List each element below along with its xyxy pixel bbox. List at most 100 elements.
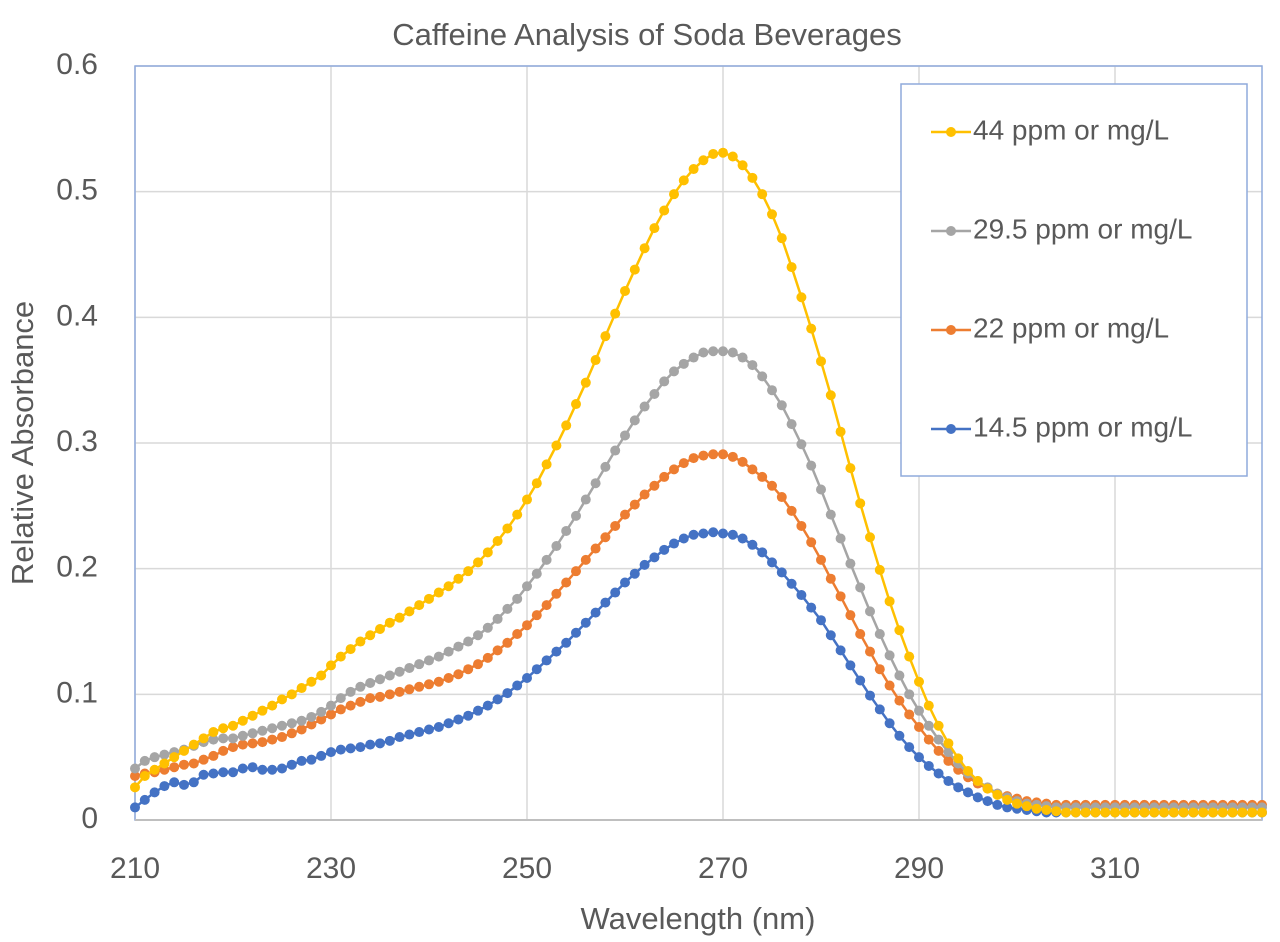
data-point [267,700,278,711]
data-point [963,765,973,776]
y-tick-label: 0.6 [56,48,98,81]
data-point [757,189,768,200]
data-point [149,764,160,775]
data-point [1257,807,1267,818]
legend-marker [946,127,956,137]
data-point [531,478,542,489]
data-point [688,164,699,175]
x-tick-label: 210 [110,852,160,885]
data-point [277,732,287,743]
data-point [492,694,503,705]
y-axis-label: Relative Absorbance [5,301,40,585]
data-point [914,676,924,687]
data-point [1119,807,1130,818]
data-point [816,356,826,367]
data-point [267,734,278,745]
data-point [747,539,758,550]
data-point [326,709,336,720]
data-point [335,744,346,755]
y-tick-label: 0.4 [56,299,98,332]
data-point [502,688,513,699]
data-point [335,651,346,662]
data-point [580,617,591,628]
data-point [228,720,238,731]
data-point [1129,807,1140,818]
data-point [404,684,415,695]
data-point [571,399,581,410]
data-point [953,753,964,764]
data-point [169,752,180,763]
data-point [796,590,807,601]
data-point [1002,802,1013,813]
data-point [443,646,454,657]
data-point [286,718,297,729]
data-point [1110,807,1120,818]
data-point [806,602,817,613]
data-point [443,718,454,729]
x-tick-label: 250 [502,852,552,885]
data-point [463,566,474,577]
data-point [433,722,444,733]
data-point [884,680,895,691]
data-point [1188,807,1199,818]
data-point [394,666,405,677]
data-point [522,620,532,631]
data-point [923,734,934,745]
data-point [590,478,601,489]
data-point [786,262,797,273]
data-point [718,449,728,460]
data-point [600,532,611,543]
data-point [482,700,493,711]
data-point [482,622,493,633]
data-point [718,528,728,539]
data-point [512,593,523,604]
data-point [1139,807,1150,818]
data-point [208,734,219,745]
data-point [296,715,307,726]
data-point [394,686,405,697]
data-point [845,660,856,671]
data-point [659,376,670,387]
data-point [257,737,268,748]
legend-box [900,83,1248,477]
data-point [825,573,836,584]
data-point [649,223,660,234]
data-point [943,755,954,766]
legend-label: 22 ppm or mg/L [973,312,1169,343]
data-point [816,554,826,565]
data-point [561,420,572,431]
data-point [894,670,905,681]
y-tick-label: 0.1 [56,676,98,709]
data-point [757,371,768,382]
data-point [786,419,797,430]
data-point [365,630,376,641]
data-point [316,714,327,725]
data-point [737,456,748,467]
data-point [492,645,503,656]
data-point [139,771,150,782]
data-point [835,591,846,602]
data-point [453,573,464,584]
data-point [531,568,542,579]
data-point [639,243,650,254]
data-point [963,787,973,798]
data-point [1021,801,1032,812]
data-point [424,655,434,666]
data-point [277,720,287,731]
data-point [571,510,581,521]
data-point [747,360,758,371]
data-point [453,641,464,652]
data-point [414,600,425,611]
data-point [1247,807,1258,818]
data-point [188,758,199,769]
data-point [904,651,915,662]
legend-label: 44 ppm or mg/L [973,114,1169,145]
data-point [776,492,787,503]
data-point [365,693,376,704]
data-point [855,675,866,686]
data-point [561,577,572,588]
data-point [1159,807,1169,818]
data-point [669,366,679,377]
data-point [218,745,229,756]
data-point [1178,807,1189,818]
